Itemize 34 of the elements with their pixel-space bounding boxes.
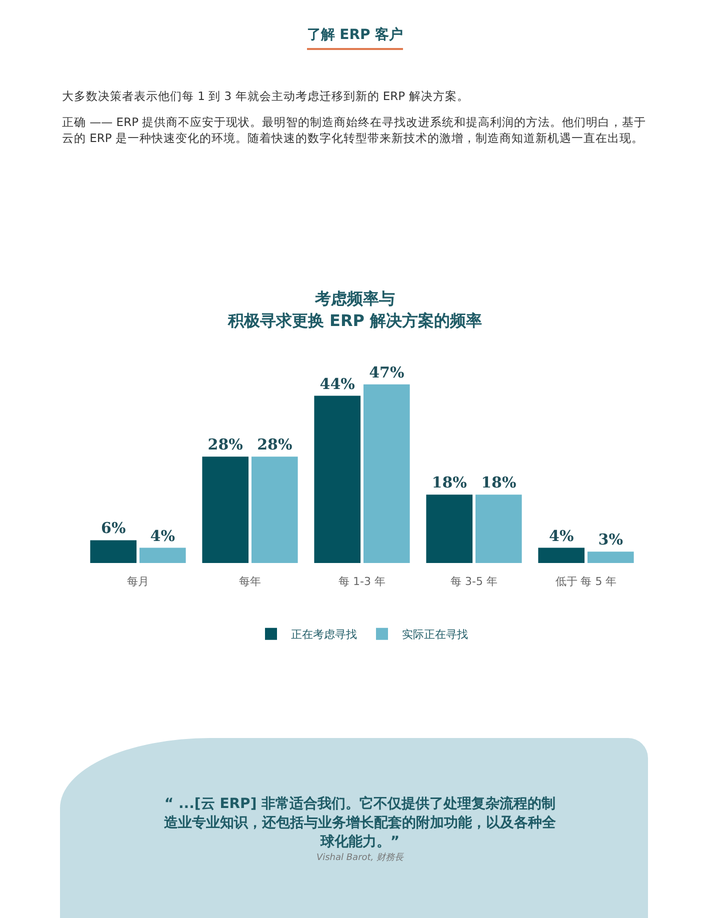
bar [538, 548, 585, 563]
bar [202, 456, 249, 563]
bar [314, 396, 361, 563]
text: 了解 ERP 客户 [306, 26, 404, 50]
data-label: 4% [549, 526, 574, 545]
text: 正确 —— ERP 提供商不应安于现状。最明智的制造商始终在寻找改进系统和提高利润的方法。他们明白，基于云的 ERP 是一种快速变化的环境。随着快速的数字化转型带来新技术的激增，制造商知道新机遇一直在出现。 [62, 114, 648, 146]
data-label: 47% [369, 363, 404, 382]
data-label: 4% [150, 526, 175, 545]
x-tick-label: 每 1-3 年 [338, 575, 386, 588]
x-tick-label: 每月 [127, 575, 149, 588]
bar [587, 552, 634, 563]
bar [90, 540, 137, 563]
bar [426, 494, 473, 563]
text: “ ...[云 ERP] 非常适合我们。它不仅提供了处理复杂流程的制造业专业知识，还包括与业务增长配套的附加功能，以及各种全球化能力。” [163, 795, 557, 852]
chart-title: 考虑频率与 [314, 289, 396, 310]
data-label: 3% [598, 530, 623, 549]
bar [139, 548, 186, 563]
text: Vishal Barot, 财務長 [315, 852, 405, 864]
legend-label: 正在考虑寻找 [291, 628, 357, 642]
bar [363, 384, 410, 563]
x-tick-label: 低于 每 5 年 [555, 575, 617, 588]
data-label: 18% [481, 474, 516, 492]
x-tick-label: 每 3-5 年 [450, 575, 498, 588]
data-label: 18% [432, 474, 467, 492]
legend-label: 实际正在寻找 [402, 628, 468, 642]
data-label: 28% [257, 436, 292, 454]
data-label: 44% [320, 374, 355, 393]
data-label: 6% [101, 519, 126, 538]
bar [475, 494, 522, 563]
x-tick-label: 每年 [239, 575, 261, 588]
bar [251, 456, 298, 563]
text: 大多数决策者表示他们每 1 到 3 年就会主动考虑迁移到新的 ERP 解决方案。 [62, 88, 470, 104]
chart-subtitle: 积极寻求更换 ERP 解决方案的频率 [226, 311, 484, 332]
data-label: 28% [208, 436, 243, 454]
